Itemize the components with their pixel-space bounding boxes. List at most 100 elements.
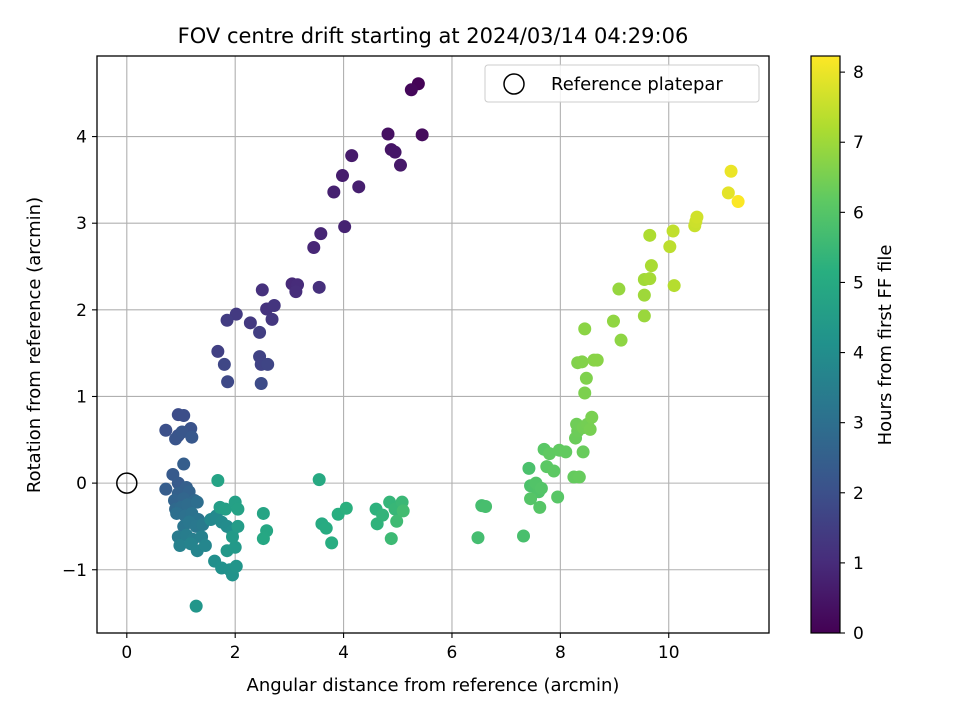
data-point bbox=[390, 514, 404, 528]
data-point bbox=[578, 386, 592, 400]
data-point bbox=[261, 357, 275, 371]
data-point bbox=[185, 430, 199, 444]
colorbar-tick-label: 7 bbox=[853, 133, 864, 153]
data-point bbox=[388, 145, 402, 159]
legend-box bbox=[484, 64, 760, 103]
data-point bbox=[663, 240, 677, 254]
data-point bbox=[221, 375, 235, 389]
data-point bbox=[189, 599, 203, 613]
data-point bbox=[175, 425, 189, 439]
data-point bbox=[217, 357, 231, 371]
data-point bbox=[211, 344, 225, 358]
data-point bbox=[724, 164, 738, 178]
data-point bbox=[644, 259, 658, 273]
data-point bbox=[637, 309, 651, 323]
legend: Reference platepar bbox=[484, 64, 760, 103]
data-point bbox=[312, 280, 326, 294]
data-point bbox=[576, 445, 590, 459]
data-point bbox=[643, 228, 657, 242]
data-point bbox=[177, 409, 191, 423]
data-point bbox=[218, 502, 232, 516]
data-point bbox=[396, 504, 410, 518]
colorbar-tick-label: 0 bbox=[853, 624, 864, 644]
data-point bbox=[479, 500, 493, 514]
data-point bbox=[243, 316, 257, 330]
data-point bbox=[667, 279, 681, 293]
colorbar-label: Hours from first FF file bbox=[875, 245, 896, 446]
data-point bbox=[231, 519, 245, 533]
data-point bbox=[319, 521, 333, 535]
x-tick-label: 2 bbox=[230, 643, 241, 663]
data-point bbox=[517, 529, 531, 543]
data-point bbox=[579, 371, 593, 385]
data-point bbox=[533, 500, 547, 514]
data-point bbox=[393, 158, 407, 172]
data-point bbox=[327, 185, 341, 199]
x-axis-ticks: 0 2 4 6 8 10 bbox=[121, 633, 680, 663]
y-tick-label: 1 bbox=[76, 387, 87, 407]
data-point bbox=[159, 423, 173, 437]
data-point bbox=[314, 227, 328, 241]
colorbar-tick-label: 8 bbox=[853, 63, 864, 83]
data-point bbox=[229, 559, 243, 573]
colorbar-tick-label: 6 bbox=[853, 203, 864, 223]
data-point bbox=[220, 313, 234, 327]
x-axis-label: Angular distance from reference (arcmin) bbox=[247, 675, 620, 696]
data-point bbox=[666, 224, 680, 238]
data-point bbox=[415, 128, 429, 142]
legend-marker-icon bbox=[503, 73, 525, 95]
y-tick-label: 0 bbox=[76, 474, 87, 494]
data-point bbox=[578, 322, 592, 336]
data-point bbox=[404, 83, 418, 97]
data-point bbox=[643, 272, 657, 286]
grid-lines bbox=[97, 56, 769, 633]
data-point bbox=[211, 474, 225, 488]
data-point bbox=[229, 307, 243, 321]
y-tick-label: 3 bbox=[76, 214, 87, 234]
data-point bbox=[721, 186, 735, 200]
data-point bbox=[255, 283, 269, 297]
data-point bbox=[534, 481, 548, 495]
data-point bbox=[231, 502, 245, 516]
chart-title: FOV centre drift starting at 2024/03/14 … bbox=[178, 24, 689, 48]
x-tick-label: 6 bbox=[447, 643, 458, 663]
x-tick-label: 10 bbox=[658, 643, 680, 663]
y-axis-label: Rotation from reference (arcmin) bbox=[24, 197, 45, 493]
colorbar: 0 1 2 3 4 5 6 7 8 Hours from first FF file bbox=[810, 55, 896, 644]
data-point bbox=[289, 285, 303, 299]
x-tick-label: 8 bbox=[555, 643, 566, 663]
colorbar-tick-label: 1 bbox=[853, 554, 864, 574]
colorbar-tick-label: 3 bbox=[853, 414, 864, 434]
data-point bbox=[559, 445, 573, 459]
data-point bbox=[551, 490, 565, 504]
colorbar-gradient bbox=[810, 55, 841, 634]
data-point bbox=[583, 422, 597, 436]
data-point bbox=[254, 376, 268, 390]
x-tick-label: 0 bbox=[121, 643, 132, 663]
data-point bbox=[381, 127, 395, 141]
data-point bbox=[606, 314, 620, 328]
data-point bbox=[173, 538, 187, 552]
colorbar-tick-label: 5 bbox=[853, 273, 864, 293]
data-point bbox=[198, 538, 212, 552]
data-point bbox=[547, 464, 561, 478]
data-point bbox=[731, 195, 745, 209]
data-point bbox=[575, 355, 589, 369]
colorbar-ticks: 0 1 2 3 4 5 6 7 8 bbox=[840, 63, 864, 644]
x-tick-label: 4 bbox=[338, 643, 349, 663]
data-point bbox=[228, 540, 242, 554]
data-point bbox=[312, 473, 326, 487]
colorbar-tick-label: 4 bbox=[853, 344, 864, 364]
data-point bbox=[177, 457, 191, 471]
data-point bbox=[352, 180, 366, 194]
data-point bbox=[384, 532, 398, 546]
data-point bbox=[267, 299, 281, 313]
y-tick-label: 2 bbox=[76, 301, 87, 321]
data-point bbox=[471, 531, 485, 545]
data-point bbox=[256, 506, 270, 520]
data-point bbox=[543, 447, 557, 461]
colorbar-tick-label: 2 bbox=[853, 484, 864, 504]
data-point bbox=[307, 240, 321, 254]
data-point bbox=[256, 532, 270, 546]
